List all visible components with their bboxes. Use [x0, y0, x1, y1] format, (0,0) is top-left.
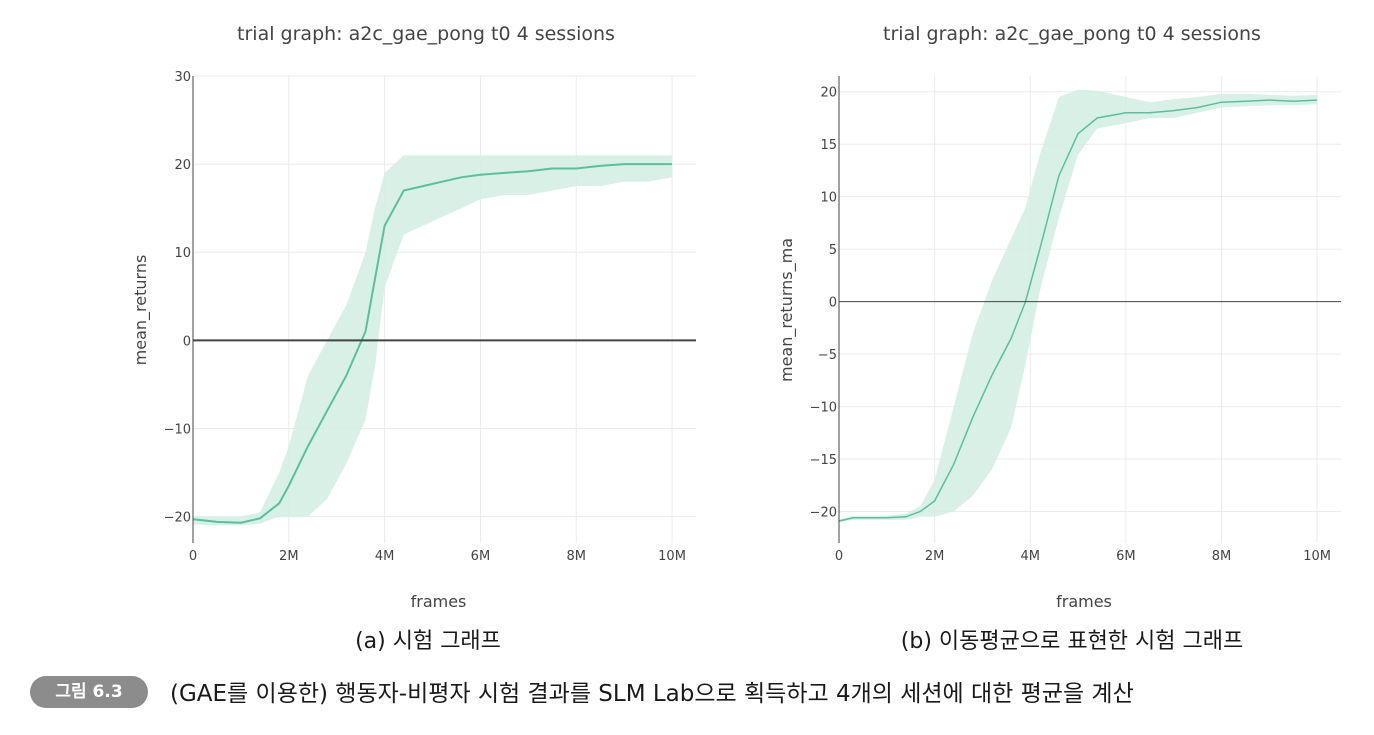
series-line — [838, 99, 1318, 522]
y-tick-label: −15 — [810, 453, 837, 468]
x-tick-label: 8M — [1212, 549, 1232, 564]
chart-b: 0 2M 4M 6M 8M 10M −20 −15 −10 −5 0 5 10 15 20 trial gra… — [777, 23, 1341, 654]
chart-title: trial graph: a2c_gae_pong t0 4 sessions — [883, 23, 1261, 45]
y-tick-label: 20 — [820, 86, 837, 101]
x-tick-label: 0 — [835, 549, 843, 564]
y-axis-label: mean_returns — [131, 255, 151, 366]
x-tick-label: 6M — [1116, 549, 1136, 564]
y-tick-label: 0 — [829, 296, 837, 311]
series-band — [839, 89, 1318, 522]
y-tick-label: 20 — [174, 158, 191, 173]
figure-caption-row: 그림 6.3 (GAE를 이용한) 행동자-비평자 시험 결과를 SLM Lab… — [0, 668, 1374, 718]
series-line — [192, 163, 672, 524]
x-axis-label: frames — [1056, 592, 1112, 611]
y-tick-label: 10 — [820, 191, 837, 206]
x-tick-label: 2M — [279, 549, 299, 564]
y-tick-label: −5 — [818, 348, 837, 363]
x-tick-label: 8M — [566, 549, 586, 564]
y-axis-label: mean_returns_ma — [777, 238, 797, 382]
chart-subcaption: (b) 이동평균으로 표현한 시험 그래프 — [901, 629, 1243, 654]
y-tick-label: −10 — [810, 401, 837, 416]
chart-subcaption: (a) 시험 그래프 — [355, 629, 501, 654]
figure-badge: 그림 6.3 — [30, 676, 148, 708]
chart-title: trial graph: a2c_gae_pong t0 4 sessions — [237, 23, 615, 45]
y-tick-label: 10 — [174, 246, 191, 261]
x-tick-label: 10M — [1303, 549, 1331, 564]
chart-a: 0 2M 4M 6M 8M 10M −20 −10 0 10 20 30 trial graph: a2… — [131, 23, 696, 654]
y-tick-label: 15 — [820, 138, 837, 153]
x-tick-label: 4M — [1020, 549, 1040, 564]
x-tick-label: 2M — [925, 549, 945, 564]
x-tick-label: 4M — [375, 549, 395, 564]
y-tick-label: −20 — [810, 506, 837, 521]
y-tick-label: −10 — [164, 422, 191, 437]
y-tick-label: 0 — [183, 334, 191, 349]
x-tick-label: 0 — [189, 549, 197, 564]
x-axis-label: frames — [411, 592, 467, 611]
x-tick-label: 6M — [471, 549, 491, 564]
figure-caption: (GAE를 이용한) 행동자-비평자 시험 결과를 SLM Lab으로 획득하고… — [170, 681, 1134, 707]
y-tick-label: 30 — [174, 70, 191, 85]
series-band — [193, 155, 672, 526]
y-tick-label: −20 — [164, 511, 191, 526]
x-tick-label: 10M — [658, 549, 686, 564]
y-tick-label: 5 — [829, 243, 837, 258]
